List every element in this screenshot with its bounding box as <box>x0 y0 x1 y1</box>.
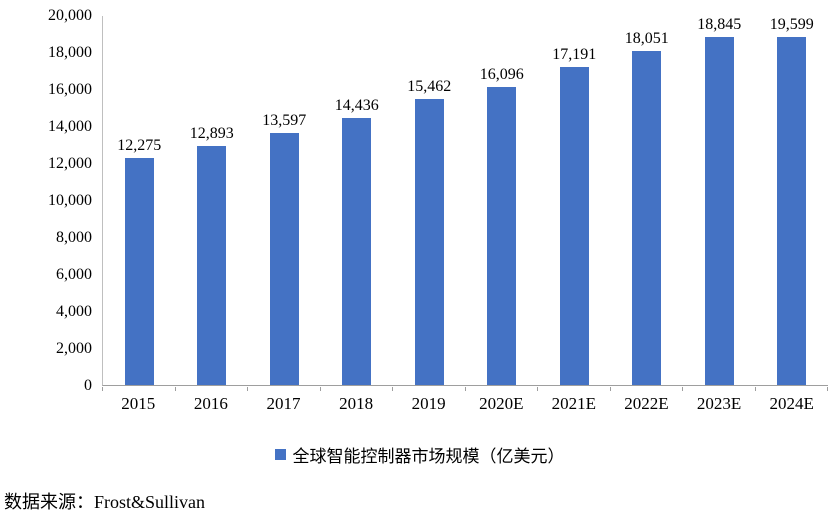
bar-value-label: 18,051 <box>624 30 669 48</box>
bar-value-label: 14,436 <box>334 96 379 114</box>
bar-value-label: 18,845 <box>697 16 742 33</box>
bar <box>269 133 299 385</box>
x-axis-tick <box>102 387 176 391</box>
x-axis-tick <box>393 387 466 391</box>
x-axis-tick <box>248 387 321 391</box>
bar-slot: 18,845 <box>683 16 756 385</box>
data-source-text: 数据来源：Frost&Sullivan <box>4 492 206 512</box>
x-tick-label: 2015 <box>121 394 156 413</box>
y-tick-label: 18,000 <box>48 44 92 61</box>
bar-value-label: 16,096 <box>479 66 524 84</box>
x-axis-tick <box>176 387 248 391</box>
x-axis-ticks <box>102 387 828 391</box>
legend: 全球智能控制器市场规模（亿美元） <box>0 442 839 467</box>
x-tick-label: 2020E <box>479 394 524 413</box>
y-tick-label: 20,000 <box>48 7 92 24</box>
y-tick-label: 10,000 <box>48 192 92 209</box>
y-tick-label: 8,000 <box>56 229 92 246</box>
plot-area: 12,275 12,893 13,597 14,436 15,462 16,096 17,1… <box>102 16 828 386</box>
x-tick-label: 2024E <box>769 394 814 413</box>
bar <box>704 37 734 385</box>
bar <box>487 87 517 385</box>
bar-series: 12,275 12,893 13,597 14,436 15,462 16,096 17,1… <box>103 16 828 385</box>
bar-slot: 12,275 <box>103 16 176 385</box>
bar-slot: 19,599 <box>756 16 829 385</box>
bar <box>777 37 807 385</box>
bar <box>632 51 662 385</box>
bar-value-label: 12,893 <box>189 125 234 143</box>
x-tick-label: 2021E <box>551 394 597 413</box>
x-tick-label: 2017 <box>266 394 301 413</box>
y-tick-label: 12,000 <box>48 155 92 172</box>
bar-slot: 14,436 <box>321 16 394 385</box>
x-tick-label: 2018 <box>339 394 374 413</box>
x-axis-tick <box>683 387 756 391</box>
bar-value-label: 17,191 <box>552 45 597 63</box>
x-axis-tick <box>756 387 828 391</box>
bar-slot: 12,893 <box>176 16 249 385</box>
bar <box>414 98 444 385</box>
y-tick-label: 2,000 <box>56 340 92 357</box>
x-tick-label: 2016 <box>193 394 228 413</box>
bar-value-label: 15,462 <box>407 77 452 95</box>
bar-value-label: 12,275 <box>117 136 162 154</box>
bar <box>124 157 154 385</box>
x-axis-tick <box>611 387 683 391</box>
bar-slot: 13,597 <box>248 16 321 385</box>
x-tick-label: 2023E <box>696 394 742 413</box>
x-axis-tick <box>321 387 393 391</box>
bar-value-label: 13,597 <box>262 112 307 130</box>
legend-swatch-icon <box>274 449 286 460</box>
y-tick-label: 16,000 <box>48 81 92 98</box>
x-axis-tick <box>538 387 611 391</box>
x-axis-labels: 2015 2016 2017 2018 2019 2020E 2021E 2022E 2023E… <box>102 394 828 414</box>
x-tick-label: 2019 <box>411 394 446 413</box>
y-tick-label: 4,000 <box>56 303 92 320</box>
legend-label: 全球智能控制器市场规模（亿美元） <box>292 447 565 466</box>
bar-slot: 15,462 <box>393 16 466 385</box>
bar <box>559 66 589 385</box>
x-axis-tick <box>466 387 538 391</box>
bar-slot: 16,096 <box>466 16 539 385</box>
y-tick-label: 0 <box>84 377 92 394</box>
y-tick-label: 14,000 <box>48 118 92 135</box>
bar <box>342 117 372 385</box>
y-tick-label: 6,000 <box>56 266 92 283</box>
bar-slot: 18,051 <box>611 16 684 385</box>
bar-value-label: 19,599 <box>769 16 814 33</box>
bar <box>197 146 227 385</box>
y-axis: 0 2,000 4,000 6,000 8,000 10,000 12,000 14,000 1… <box>0 7 92 394</box>
x-tick-label: 2022E <box>624 394 669 413</box>
bar-slot: 17,191 <box>538 16 611 385</box>
